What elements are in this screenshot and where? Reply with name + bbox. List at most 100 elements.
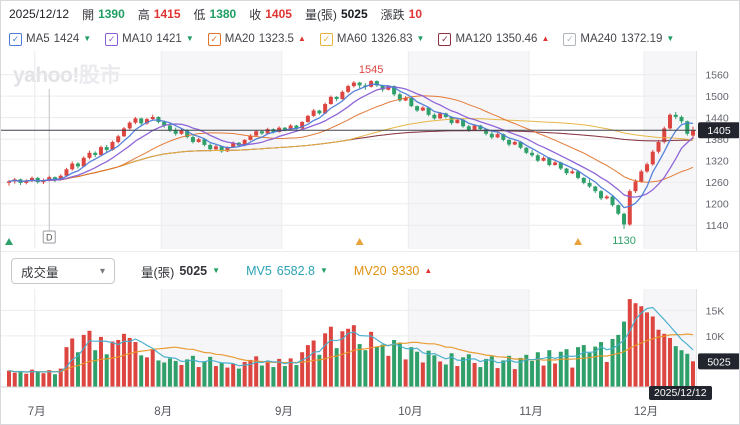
volume-stat: 量(張) 5025 — [305, 6, 368, 23]
high-stat: 高 1415 — [138, 6, 181, 23]
svg-text:1405: 1405 — [707, 125, 731, 137]
x-axis-month-label: 7月 — [27, 406, 46, 418]
high-label: 高 — [137, 7, 150, 22]
up-triangle-icon: ▲ — [297, 34, 306, 43]
low-stat: 低 1380 — [194, 6, 237, 23]
ma20-checkbox-icon[interactable] — [207, 32, 221, 46]
x-axis-month-label: 12月 — [633, 406, 659, 418]
candlestick-canvas[interactable]: 15601500144013801320126012001140D1405154… — [1, 51, 740, 251]
up-triangle-icon: ▲ — [424, 266, 433, 275]
ma240-label: MA240 — [580, 33, 617, 45]
ma10-checkbox-icon[interactable] — [105, 32, 119, 46]
mv5-readout: MV5 6582.8 ▼ — [246, 264, 328, 278]
x-axis-month-label: 10月 — [398, 406, 423, 418]
price-chart[interactable]: yahoo!股市 1560 1500 1440 1380 1320 1260 1200 114… — [1, 51, 740, 251]
x-axis: 7月 8月 9月 10月 11月 12月 — [1, 395, 739, 419]
up-triangle-icon: ▲ — [541, 34, 550, 43]
mv5-value: 6582.8 — [276, 264, 315, 278]
yahoo-watermark: yahoo!股市 — [13, 59, 121, 89]
svg-text:15K: 15K — [706, 305, 725, 317]
down-triangle-icon: ▼ — [320, 266, 328, 275]
svg-text:1320: 1320 — [705, 156, 729, 168]
change-value: 10 — [408, 7, 423, 21]
chevron-down-icon — [100, 266, 105, 277]
down-triangle-icon: ▼ — [666, 34, 675, 43]
volume-toolbar: 成交量 量(張) 5025 ▼ MV5 6582.8 ▼ MV20 9330 ▲ — [1, 251, 739, 290]
indicator-dropdown[interactable]: 成交量 — [11, 258, 115, 284]
ma60-label: MA60 — [336, 33, 367, 45]
ma120-label: MA120 — [455, 33, 492, 45]
ma240-toggle[interactable]: MA240 1372.19 ▼ — [563, 32, 675, 46]
peak-price-label: 1545 — [359, 64, 383, 76]
low-label: 低 — [193, 7, 206, 22]
event-triangle-icon — [5, 238, 13, 245]
open-stat: 開 1390 — [82, 6, 125, 23]
trough-price-label: 1130 — [612, 235, 636, 247]
ma5-checkbox-icon[interactable] — [9, 32, 22, 46]
ma20-value: 1323.5 — [258, 33, 294, 45]
high-value: 1415 — [153, 7, 181, 21]
close-stat: 收 1405 — [249, 6, 292, 23]
volume-label: 量(張) — [304, 7, 337, 22]
down-triangle-icon: ▼ — [416, 34, 425, 43]
event-triangle-icon — [574, 238, 583, 245]
volume-value: 5025 — [340, 7, 368, 21]
volume-chart[interactable]: 15K 10K 5025 — [1, 289, 740, 393]
ma20-toggle[interactable]: MA20 1323.5 ▲ — [207, 32, 306, 46]
svg-text:1440: 1440 — [705, 113, 729, 125]
svg-text:5025: 5025 — [707, 356, 731, 368]
dividend-marker: D — [42, 89, 56, 244]
volume-canvas[interactable]: 15K 10K 5025 — [1, 289, 740, 393]
change-label: 漲跌 — [380, 7, 405, 22]
mv5-label: MV5 — [246, 264, 272, 278]
ma10-value: 1421 — [156, 33, 182, 45]
quote-date: 2025/12/12 — [9, 7, 70, 21]
x-axis-month-label: 8月 — [154, 406, 173, 418]
ma20-label: MA20 — [224, 33, 255, 45]
svg-text:10K: 10K — [706, 331, 725, 343]
indicator-dropdown-value: 成交量 — [21, 265, 59, 280]
current-volume-badge: 5025 — [698, 353, 739, 370]
volume-readout: 量(張) 5025 ▼ — [141, 262, 220, 281]
current-price-badge: 1405 — [698, 122, 739, 139]
cursor-date-badge: 2025/12/12 — [649, 386, 712, 400]
ma120-value: 1350.46 — [495, 33, 538, 45]
ma120-toggle[interactable]: MA120 1350.46 ▲ — [438, 32, 550, 46]
svg-text:1200: 1200 — [705, 199, 729, 211]
ma240-value: 1372.19 — [620, 33, 663, 45]
down-triangle-icon: ▼ — [212, 266, 221, 275]
ma5-value: 1424 — [53, 33, 80, 45]
ma10-toggle[interactable]: MA10 1421 ▼ — [105, 32, 194, 46]
ma5-label: MA5 — [26, 33, 50, 45]
watermark-suffix: 股市 — [78, 64, 121, 87]
ma240-checkbox-icon[interactable] — [563, 32, 577, 46]
ma-legend: MA5 1424 ▼ MA10 1421 ▼ MA20 1323.5 ▲ MA6… — [1, 27, 739, 51]
event-triangle-icon — [355, 238, 364, 245]
close-label: 收 — [249, 7, 262, 22]
ma60-checkbox-icon[interactable] — [319, 32, 333, 46]
mv20-value: 9330 — [391, 264, 420, 278]
svg-text:D: D — [46, 233, 53, 243]
close-value: 1405 — [265, 7, 292, 21]
open-label: 開 — [82, 7, 95, 22]
yahoo-logo-text: yahoo! — [13, 64, 79, 87]
ma10-label: MA10 — [122, 33, 153, 45]
down-triangle-icon: ▼ — [83, 34, 92, 43]
open-value: 1390 — [98, 7, 125, 21]
x-axis-month-label: 9月 — [274, 406, 293, 418]
ohlc-info-bar: 2025/12/12 開 1390 高 1415 低 1380 收 1405 量… — [1, 1, 739, 27]
ma60-toggle[interactable]: MA60 1326.83 ▼ — [319, 32, 425, 46]
svg-text:1560: 1560 — [705, 70, 729, 82]
change-stat: 漲跌 10 — [381, 6, 422, 23]
ma120-checkbox-icon[interactable] — [438, 32, 452, 46]
down-triangle-icon: ▼ — [185, 34, 194, 43]
mv20-readout: MV20 9330 ▲ — [354, 264, 432, 278]
svg-text:1500: 1500 — [705, 91, 729, 103]
mv20-label: MV20 — [353, 264, 387, 278]
low-value: 1380 — [209, 7, 237, 21]
volume-readout-label: 量(張) — [141, 265, 175, 280]
ma5-toggle[interactable]: MA5 1424 ▼ — [9, 32, 92, 46]
svg-text:1140: 1140 — [706, 220, 729, 232]
ma60-value: 1326.83 — [370, 33, 413, 45]
